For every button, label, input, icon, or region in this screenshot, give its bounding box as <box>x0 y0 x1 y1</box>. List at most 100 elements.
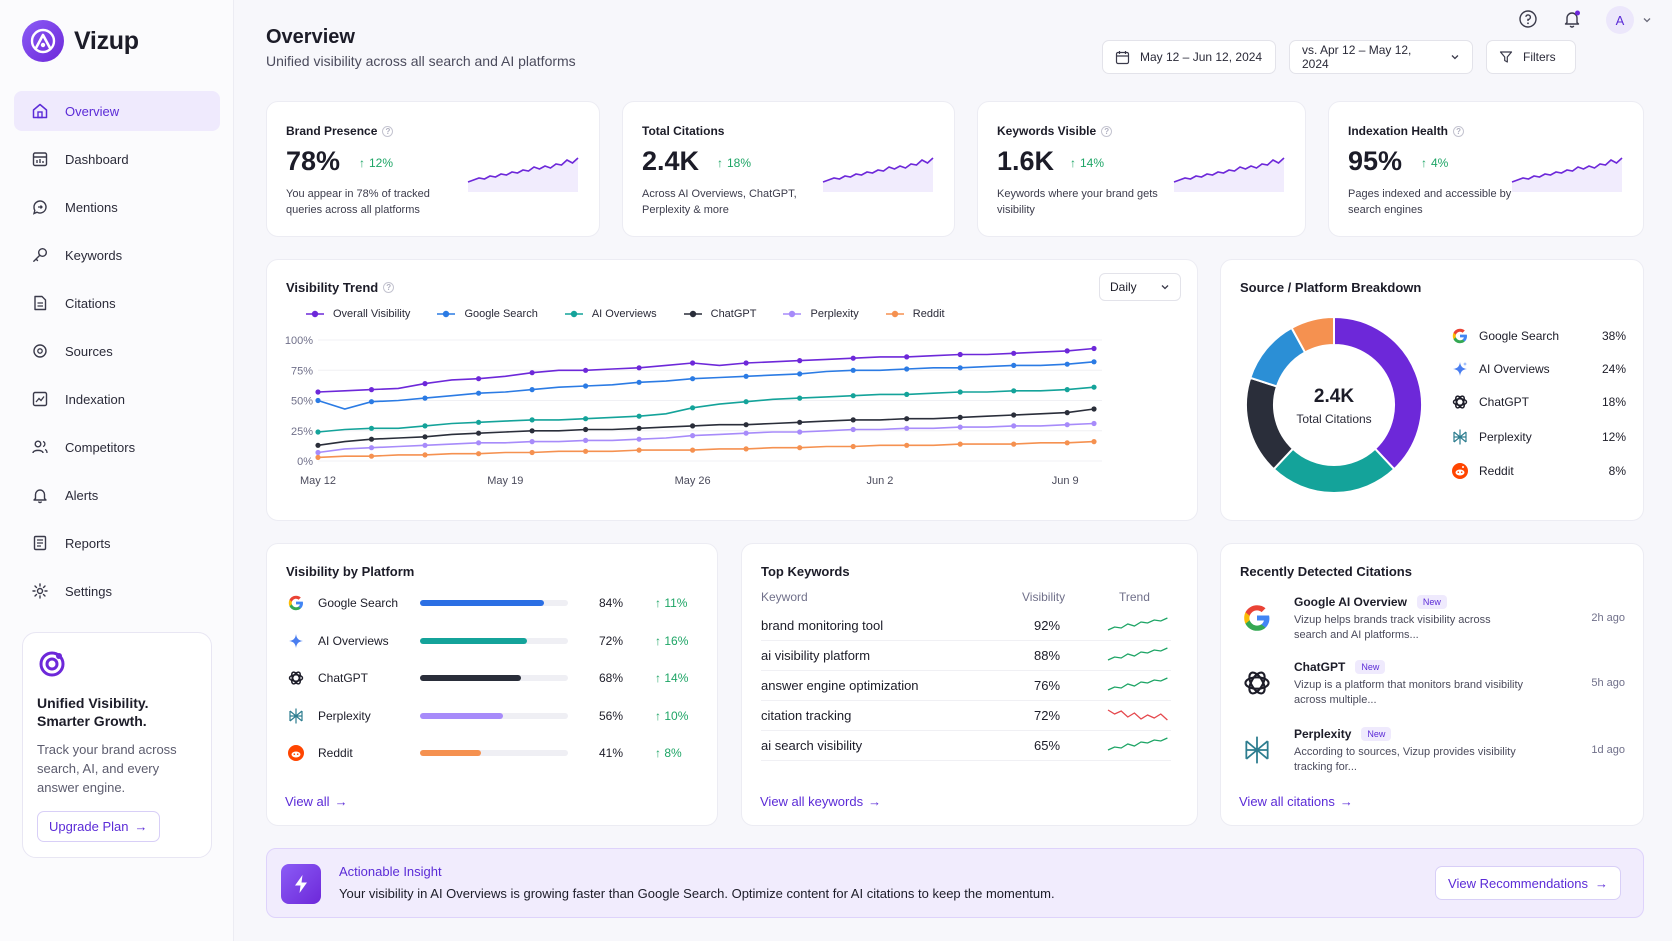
view-all-citations-link[interactable]: View all citations → <box>1239 794 1353 809</box>
citation-item[interactable]: ChatGPT New Vizup is a platform that moni… <box>1240 660 1625 716</box>
donut-slice[interactable] <box>1272 447 1396 494</box>
view-recommendations-button[interactable]: View Recommendations → <box>1435 866 1621 900</box>
table-row[interactable]: ai visibility platform 88% <box>761 641 1171 671</box>
arrow-up-icon: ↑ <box>655 708 665 723</box>
page-subtitle: Unified visibility across all search and… <box>266 53 576 69</box>
info-icon[interactable]: ? <box>1101 125 1113 137</box>
sidebar-item-label: Reports <box>65 535 111 551</box>
sidebar-item-indexation[interactable]: Indexation <box>14 379 220 419</box>
date-range-label: May 12 – Jun 12, 2024 <box>1140 50 1263 64</box>
sidebar-item-mentions[interactable]: Mentions <box>14 187 220 227</box>
legend-item[interactable]: Overall Visibility <box>305 308 410 320</box>
data-point <box>368 445 375 451</box>
date-range-picker[interactable]: May 12 – Jun 12, 2024 <box>1102 40 1276 74</box>
kpi-value: 78% <box>286 146 341 176</box>
sidebar-item-label: Keywords <box>65 247 123 263</box>
data-point <box>422 423 428 429</box>
logo[interactable]: Vizup <box>22 20 139 62</box>
sidebar-item-sources[interactable]: Sources <box>14 331 220 371</box>
legend-item[interactable]: Perplexity <box>782 308 859 320</box>
legend-item[interactable]: Google Search <box>436 308 538 320</box>
table-row[interactable]: answer engine optimization 76% <box>761 671 1171 701</box>
home-icon <box>32 103 48 119</box>
view-all-keywords-link[interactable]: View all keywords → <box>760 794 881 809</box>
keyword-trend-sparkline <box>1107 647 1168 661</box>
view-all-link[interactable]: View all → <box>285 794 348 809</box>
sidebar-item-overview[interactable]: Overview <box>14 91 220 131</box>
kpi-value: 1.6K <box>997 146 1055 176</box>
data-point <box>636 436 642 442</box>
citation-item[interactable]: Google AI Overview New Vizup helps brands… <box>1240 595 1625 651</box>
table-row[interactable]: ai search visibility 65% <box>761 731 1171 761</box>
sidebar-item-label: Mentions <box>65 199 118 215</box>
sidebar-item-dashboard[interactable]: Dashboard <box>14 139 220 179</box>
sidebar-item-citations[interactable]: Citations <box>14 283 220 323</box>
compare-range-select[interactable]: vs. Apr 12 – May 12, 2024 <box>1289 40 1473 74</box>
data-point <box>529 417 535 423</box>
chevron-down-icon[interactable] <box>1640 9 1654 31</box>
x-tick-label: Jun 2 <box>866 475 893 487</box>
platform-row[interactable]: Perplexity 56% ↑ 10% <box>286 704 706 728</box>
kpi-delta: ↑ 12% <box>359 156 393 170</box>
legend-label: Google Search <box>464 308 538 320</box>
dashboard-icon <box>32 152 48 167</box>
new-badge: New <box>1416 595 1447 609</box>
series-group <box>315 406 1097 448</box>
info-icon[interactable]: ? <box>383 282 395 293</box>
sidebar-item-reports[interactable]: Reports <box>14 523 220 563</box>
sidebar-item-keywords[interactable]: Keywords <box>14 235 220 275</box>
y-tick-label: 25% <box>291 426 313 438</box>
legend-item[interactable]: AI Overviews <box>564 308 657 320</box>
data-point <box>1011 412 1017 418</box>
sidebar-item-competitors[interactable]: Competitors <box>14 427 220 467</box>
table-row[interactable]: brand monitoring tool 92% <box>761 611 1171 641</box>
granularity-select[interactable]: Daily <box>1099 273 1181 301</box>
data-point <box>957 351 963 358</box>
data-point <box>797 445 803 451</box>
notification-bell-icon[interactable] <box>1561 8 1583 30</box>
kpi-description: Pages indexed and accessible by search e… <box>1348 188 1512 216</box>
avatar[interactable]: A <box>1606 6 1634 34</box>
legend-item[interactable]: Reddit <box>885 308 945 320</box>
filters-button[interactable]: Filters <box>1486 40 1576 74</box>
donut-slice[interactable] <box>1290 315 1335 354</box>
platform-row[interactable]: Google Search 84% ↑ 11% <box>286 591 706 615</box>
legend-swatch <box>437 310 456 318</box>
data-point <box>1064 422 1070 428</box>
data-point <box>850 367 856 373</box>
help-icon[interactable] <box>1517 8 1539 30</box>
visibility-bar-fill <box>420 712 503 719</box>
legend-item[interactable]: ChatGPT <box>683 308 756 320</box>
sparkle-icon <box>286 631 306 651</box>
citation-source: ChatGPT <box>1294 660 1346 674</box>
arrow-up-icon: ↑ <box>655 596 665 610</box>
data-point <box>476 419 482 425</box>
table-row[interactable]: citation tracking 72% <box>761 701 1171 731</box>
sidebar-item-label: Sources <box>65 343 113 359</box>
sources-icon <box>33 344 47 358</box>
citation-item[interactable]: Perplexity New According to sources, Vizu… <box>1240 727 1625 783</box>
sparkline-area <box>1512 158 1622 192</box>
platform-row[interactable]: Reddit 41% ↑ 8% <box>286 741 706 765</box>
promo-title: Unified Visibility. Smarter Growth. <box>37 695 149 729</box>
upgrade-plan-button[interactable]: Upgrade Plan → <box>37 811 160 842</box>
sidebar-item-settings[interactable]: Settings <box>14 571 220 611</box>
info-icon[interactable]: ? <box>1453 125 1465 137</box>
y-tick-label: 75% <box>291 365 313 377</box>
series-line <box>317 386 1095 433</box>
data-point <box>529 449 535 456</box>
keyword-visibility: 72% <box>1034 708 1061 723</box>
platform-row[interactable]: ChatGPT 68% ↑ 14% <box>286 666 706 690</box>
data-point <box>476 430 482 436</box>
keyword-text: ai search visibility <box>761 738 863 753</box>
chart-legend: Overall Visibility Google Search AI Overvi… <box>305 308 945 320</box>
data-point <box>904 425 910 431</box>
data-point <box>1011 423 1017 429</box>
info-icon[interactable]: ? <box>382 125 394 137</box>
sidebar-item-alerts[interactable]: Alerts <box>14 475 220 515</box>
data-point <box>850 443 856 450</box>
arrow-up-icon: ↑ <box>655 746 665 760</box>
sparkline-line <box>1107 647 1168 661</box>
series-group <box>315 359 1097 410</box>
platform-row[interactable]: AI Overviews 72% ↑ 16% <box>286 629 706 653</box>
